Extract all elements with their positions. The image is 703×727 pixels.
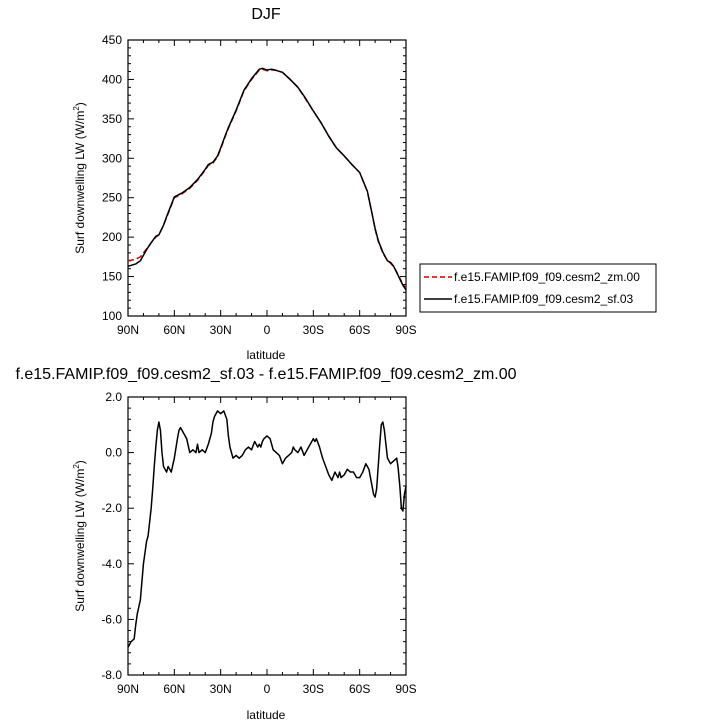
bottom-x-tick-label: 0 [264,682,271,696]
top-y-tick-label: 100 [102,309,122,323]
bottom-y-tick-label: 0.0 [105,446,122,460]
top-chart-title: DJF [251,6,281,23]
bottom-x-tick-label: 60N [163,682,185,696]
top-series-line-0 [127,68,407,289]
legend-label-zm: f.e15.FAMIP.f09_f09.cesm2_zm.00 [454,270,640,284]
bottom-y-tick-label: 2.0 [105,390,122,404]
top-y-tick-label: 250 [102,191,122,205]
top-y-tick-label: 350 [102,112,122,126]
top-x-axis: 90N 60N 30N 0 30S 60S 90S [117,40,417,337]
bottom-x-tick-label: 60S [349,682,370,696]
bottom-x-tick-label: 90N [117,682,139,696]
bottom-x-tick-label: 30S [303,682,324,696]
legend: f.e15.FAMIP.f09_f09.cesm2_zm.00 f.e15.FA… [419,263,657,313]
top-series-group [127,67,407,291]
legend-label-sf: f.e15.FAMIP.f09_f09.cesm2_sf.03 [454,292,634,306]
top-y-axis: 100 150 200 250 300 350 400 450 [102,33,406,323]
top-y-tick-label: 400 [102,72,122,86]
bottom-y-tick-label: -4.0 [101,557,122,571]
top-chart: DJF 100 150 200 250 300 350 400 450 90N 60N 30N 0 3… [72,6,657,362]
bottom-y-tick-label: -6.0 [101,612,122,626]
bottom-plot-frame [127,396,407,676]
bottom-y-tick-label: -8.0 [101,668,122,682]
bottom-x-axis-label: latitude [247,708,286,722]
top-y-tick-label: 200 [102,230,122,244]
top-x-tick-label: 90N [117,323,139,337]
top-y-tick-label: 150 [102,270,122,284]
legend-box [419,263,657,313]
bottom-chart-title: f.e15.FAMIP.f09_f09.cesm2_sf.03 - f.e15.… [15,366,516,383]
top-x-tick-label: 0 [264,323,271,337]
bottom-x-axis: 90N 60N 30N 0 30S 60S 90S [117,397,417,696]
top-x-tick-label: 30S [303,323,324,337]
top-plot-frame [127,39,407,317]
bottom-chart: f.e15.FAMIP.f09_f09.cesm2_sf.03 - f.e15.… [15,366,516,722]
bottom-y-tick-label: -2.0 [101,501,122,515]
top-x-tick-label: 60N [163,323,185,337]
top-y-axis-label: Surf downwelling LW (W/m2) [72,102,87,254]
bottom-y-axis: -8.0 -6.0 -4.0 -2.0 0.0 2.0 [101,390,406,682]
top-y-tick-label: 450 [102,33,122,47]
bottom-x-tick-label: 90S [395,682,416,696]
top-y-tick-label: 300 [102,151,122,165]
top-x-tick-label: 30N [210,323,232,337]
top-x-axis-label: latitude [247,348,286,362]
top-series-line-1 [127,67,407,291]
top-x-tick-label: 60S [349,323,370,337]
bottom-y-axis-label: Surf downwelling LW (W/m2) [72,460,87,612]
top-x-tick-label: 90S [395,323,416,337]
bottom-series-line-0 [127,410,407,648]
bottom-x-tick-label: 30N [210,682,232,696]
bottom-series-group [127,410,407,648]
